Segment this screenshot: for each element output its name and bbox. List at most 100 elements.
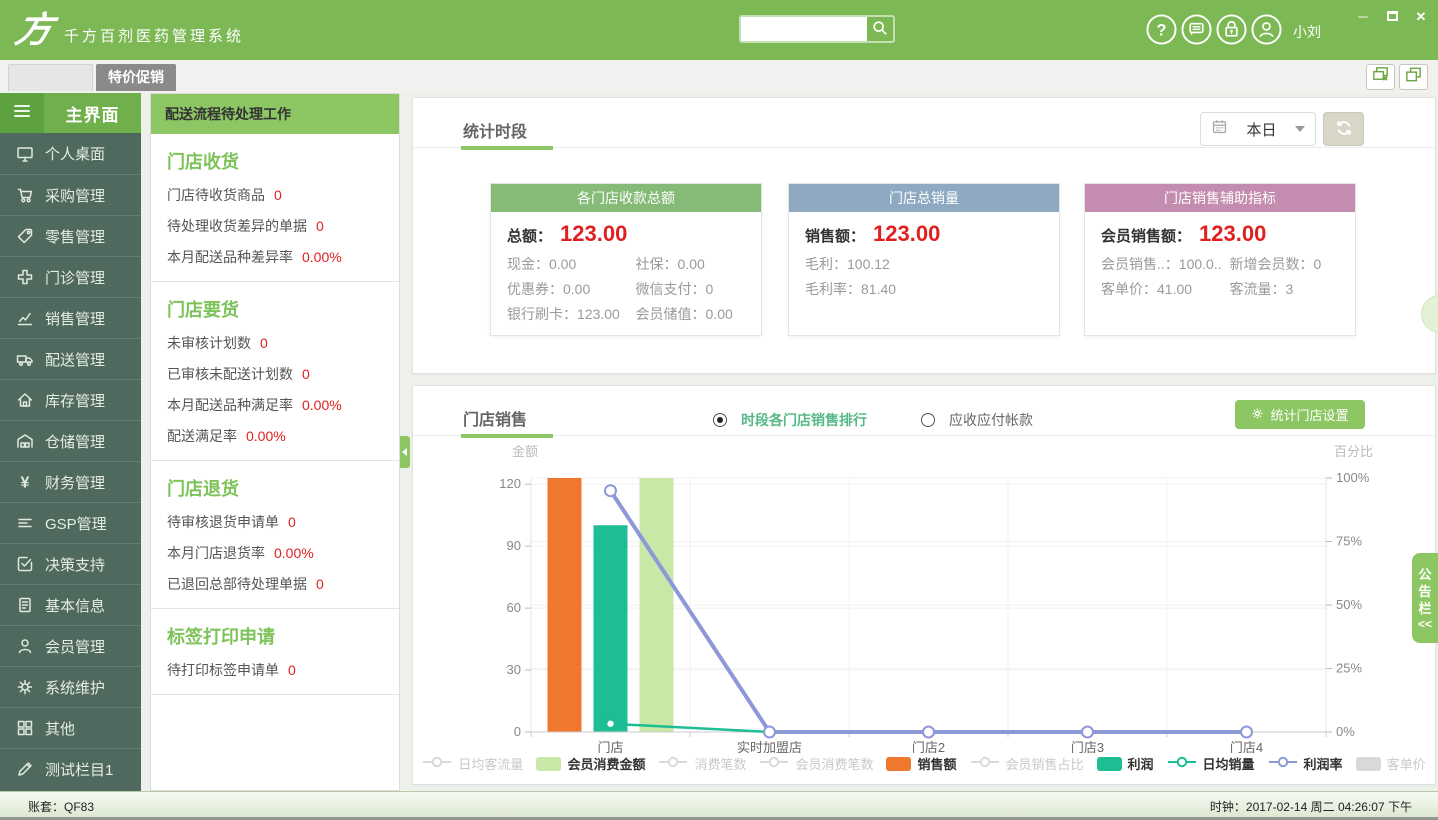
date-range-select[interactable]: 本日	[1200, 112, 1316, 146]
sidebar-title[interactable]: 主界面	[44, 93, 141, 133]
stat-card-row: 客单价：41.00 客流量：3	[1101, 277, 1339, 302]
todo-row: 本月门店退货率 0.00%	[167, 543, 383, 563]
divider	[413, 147, 1435, 148]
legend-item[interactable]: 会员消费笔数	[759, 754, 873, 773]
message-icon[interactable]	[1181, 14, 1212, 45]
todo-row-count[interactable]: 0.00%	[302, 397, 342, 413]
todo-row-count[interactable]: 0	[288, 662, 296, 678]
sidebar-item-label: 基本信息	[45, 597, 106, 615]
minimize-button[interactable]: ─	[1358, 9, 1368, 24]
todo-row: 配送满足率 0.00%	[167, 426, 383, 446]
search-button[interactable]	[867, 17, 893, 41]
stat-card-title: 各门店收款总额	[491, 184, 761, 212]
store-sales-chart: 0 30 60 90 120 0% 25% 50% 75% 100% 金额 百分比 门店 实时加盟店 门店2…	[419, 442, 1431, 759]
close-button[interactable]: ✕	[1415, 9, 1427, 24]
todo-row-count[interactable]: 0	[316, 576, 324, 592]
search-input[interactable]	[741, 17, 867, 41]
sidebar-item-decision[interactable]: 决策支持	[0, 543, 141, 584]
cascade-windows-button[interactable]	[1399, 64, 1428, 90]
svg-text:?: ?	[1156, 21, 1166, 39]
svg-text:门店3: 门店3	[1071, 740, 1104, 754]
sidebar-item-distribution[interactable]: 配送管理	[0, 338, 141, 379]
stats-panel-title: 统计时段	[460, 118, 554, 150]
refresh-button[interactable]	[1323, 112, 1364, 146]
legend-item[interactable]: 利润	[1096, 754, 1154, 773]
lock-icon[interactable]	[1216, 14, 1247, 45]
legend-item[interactable]: 会员消费金额	[536, 754, 645, 773]
todo-row-count[interactable]: 0	[316, 218, 324, 234]
sidebar-item-personal-desktop[interactable]: 个人桌面	[0, 133, 141, 174]
sidebar-item-finance[interactable]: ¥ 财务管理	[0, 461, 141, 502]
sidebar-item-warehouse[interactable]: 仓储管理	[0, 420, 141, 461]
legend-item[interactable]: 销售额	[886, 754, 957, 773]
svg-text:120: 120	[499, 476, 521, 491]
radio-sales-ranking[interactable]	[713, 413, 727, 427]
sidebar-item-label: 会员管理	[45, 638, 106, 656]
bar-series-2	[639, 478, 674, 732]
stat-cell: 银行刷卡：123.00	[507, 306, 620, 322]
stat-cell: 毛利：100.12	[805, 256, 890, 272]
todo-row: 已审核未配送计划数 0	[167, 364, 383, 384]
radio-receivables[interactable]	[921, 413, 935, 427]
pencil-icon	[15, 759, 35, 779]
sidebar-item-clinic[interactable]: 门诊管理	[0, 256, 141, 297]
sidebar-item-inventory[interactable]: 库存管理	[0, 379, 141, 420]
todo-row-count[interactable]: 0	[260, 335, 268, 351]
store-stats-settings-button[interactable]: 统计门店设置	[1235, 400, 1365, 429]
menu-toggle-button[interactable]	[0, 93, 44, 133]
announcement-bar-tab[interactable]: 公告栏 <<	[1412, 553, 1438, 643]
todo-row: 已退回总部待处理单据 0	[167, 574, 383, 594]
sidebar-item-gsp[interactable]: GSP管理	[0, 502, 141, 543]
sidebar-item-label: 库存管理	[45, 392, 106, 410]
sidebar-item-retail[interactable]: 零售管理	[0, 215, 141, 256]
todo-row-count[interactable]: 0	[302, 366, 310, 382]
monitor-icon	[15, 144, 35, 164]
todo-row-count[interactable]: 0.00%	[274, 545, 314, 561]
sidebar-item-other[interactable]: 其他	[0, 707, 141, 748]
stat-card-title: 门店总销量	[789, 184, 1059, 212]
legend-item[interactable]: 客单价	[1355, 754, 1426, 773]
stat-card-main: 销售额： 123.00	[805, 221, 1043, 247]
grid-icon	[15, 718, 35, 738]
svg-text:门店: 门店	[597, 740, 623, 754]
sidebar-item-label: 系统维护	[45, 679, 106, 697]
sidebar-item-basic-info[interactable]: 基本信息	[0, 584, 141, 625]
line-series-1	[604, 484, 1253, 739]
radio-receivables-label[interactable]: 应收应付帐款	[949, 412, 1033, 428]
tab-bar: 特价促销	[0, 60, 1438, 93]
todo-row: 未审核计划数 0	[167, 333, 383, 353]
legend-label: 客单价	[1386, 757, 1426, 772]
legend-item[interactable]: 利润率	[1268, 754, 1343, 773]
user-icon[interactable]	[1251, 14, 1282, 45]
current-user[interactable]: 小刘	[1293, 24, 1321, 40]
todo-row: 待处理收货差异的单据 0	[167, 216, 383, 236]
sidebar-item-test-column-1[interactable]: 测试栏目1	[0, 748, 141, 789]
sidebar-item-maintenance[interactable]: 系统维护	[0, 666, 141, 707]
legend-item[interactable]: 消费笔数	[658, 754, 746, 773]
todo-row-count[interactable]: 0.00%	[246, 428, 286, 444]
legend-item[interactable]: 日均客流量	[422, 754, 523, 773]
todo-row-count[interactable]: 0.00%	[302, 249, 342, 265]
chart-mode-radios: 时段各门店销售排行 应收应付帐款	[713, 410, 1033, 430]
close-all-windows-button[interactable]	[1366, 64, 1395, 90]
legend-item[interactable]: 会员销售占比	[970, 754, 1084, 773]
sidebar-item-sales[interactable]: 销售管理	[0, 297, 141, 338]
stat-card-row: 毛利率：81.40	[805, 277, 1043, 302]
maximize-button[interactable]	[1383, 8, 1401, 26]
sidebar-item-label: 测试栏目1	[45, 761, 114, 779]
sidebar-item-procurement[interactable]: 采购管理	[0, 174, 141, 215]
legend-line-marker	[759, 756, 789, 771]
todo-row-count[interactable]: 0	[274, 187, 282, 203]
stat-cell: 会员储值：0.00	[635, 306, 733, 322]
tab-special-promotion[interactable]: 特价促销	[96, 64, 176, 91]
radio-sales-ranking-label[interactable]: 时段各门店销售排行	[741, 412, 867, 428]
legend-item[interactable]: 日均销量	[1167, 754, 1255, 773]
help-icon[interactable]: ?	[1146, 14, 1177, 45]
stat-cell: 客单价：41.00	[1101, 281, 1193, 297]
tab-empty[interactable]	[8, 64, 93, 91]
sidebar-item-member[interactable]: 会员管理	[0, 625, 141, 666]
sidebar-item-label: GSP管理	[45, 515, 107, 533]
todo-row-count[interactable]: 0	[288, 514, 296, 530]
todo-collapse-handle[interactable]	[400, 436, 410, 468]
stat-card-row: 毛利：100.12	[805, 252, 1043, 277]
